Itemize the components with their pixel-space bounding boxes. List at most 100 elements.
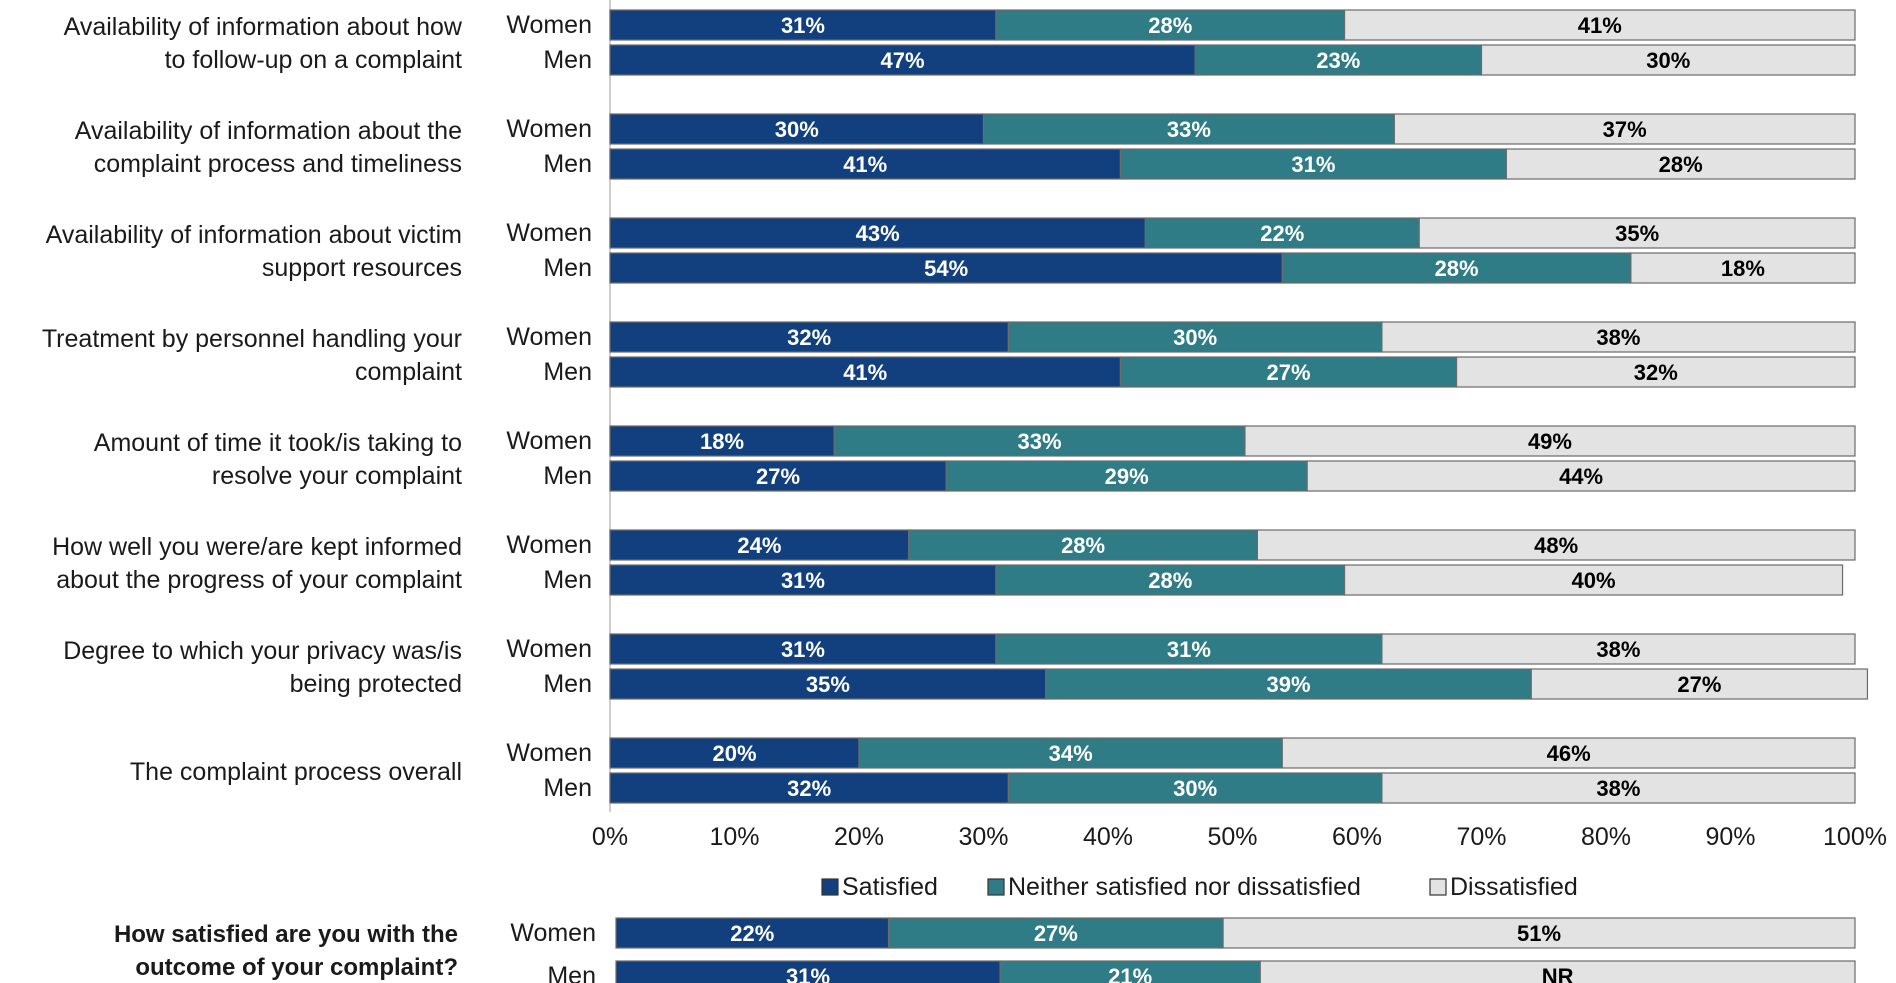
category-2-women-bar-value-label-2: 37% [1603,117,1647,142]
category-8-men-bar-value-label-2: 38% [1596,776,1640,801]
category-2-men-bar-segment-2 [1505,148,1856,180]
category-2-men-bar-value-label-1: 31% [1291,152,1335,177]
category-1-label-line-1: Availability of information about how [64,13,463,41]
category-2-women-bar-value-label-1: 33% [1167,117,1211,142]
category-7-men-bar-segment-2 [1530,668,1869,700]
category-6-women-bar-segment-2 [1256,529,1856,561]
category-7-men-bar-segment-0 [609,668,1047,700]
legend-label-2: Dissatisfied [1450,873,1578,901]
category-6-men-bar-segment-1 [995,564,1346,596]
category-3-men-bar-value-label-0: 54% [924,256,968,281]
category-3-women-bar-value-label-1: 22% [1260,221,1304,246]
category-7-women-bar-value-label-2: 38% [1596,637,1640,662]
category-2-women-label: Women [506,115,592,143]
outcome-question-line-2: outcome of your complaint? [135,954,458,981]
category-5-women-bar-value-label-1: 33% [1018,429,1062,454]
outcome-women-bar-value-label-1: 27% [1034,921,1078,946]
category-2-men-bar-value-label-0: 41% [843,152,887,177]
category-2-women-bar-value-label-0: 30% [775,117,819,142]
category-3-men-bar-segment-0 [609,252,1283,284]
x-tick-label-4: 40% [1083,823,1133,851]
category-6-women-bar-segment-1 [908,529,1258,561]
category-3-women-bar-segment-0 [609,217,1146,249]
category-3-women-label: Women [506,219,592,247]
category-8-men-bar-segment-2 [1381,772,1856,804]
category-4-men-bar-value-label-1: 27% [1267,360,1311,385]
legend-label-1: Neither satisfied nor dissatisfied [1008,873,1361,901]
category-5-women-bar-segment-2 [1244,425,1856,457]
outcome-women-bar-segment-0 [615,917,890,949]
category-1-men-label: Men [543,46,592,74]
x-tick-label-3: 30% [958,823,1008,851]
category-6-men-bar-value-label-0: 31% [781,568,825,593]
category-1-women-bar-value-label-2: 41% [1578,13,1622,38]
category-6-men-bar-value-label-2: 40% [1572,568,1616,593]
category-7-men-label: Men [543,670,592,698]
category-5-women-bar-segment-1 [833,425,1246,457]
x-tick-label-7: 70% [1456,823,1506,851]
category-3-women-bar-value-label-0: 43% [856,221,900,246]
category-1-label-line-2: to follow-up on a complaint [165,46,462,74]
x-tick-label-8: 80% [1581,823,1631,851]
category-3-label-line-1: Availability of information about victim [46,221,462,249]
category-5-label-line-2: resolve your complaint [212,462,462,490]
category-2-men-bar-segment-0 [609,148,1122,180]
category-8-women-bar-segment-2 [1281,737,1856,769]
category-7-women-bar-segment-0 [609,633,997,665]
category-4-women-label: Women [506,323,592,351]
category-8-men-bar-value-label-1: 30% [1173,776,1217,801]
legend-label-0: Satisfied [842,873,938,901]
x-tick-label-6: 60% [1332,823,1382,851]
category-5-women-label: Women [506,427,592,455]
category-1-women-label: Women [506,11,592,39]
category-2-men-bar-value-label-2: 28% [1659,152,1703,177]
category-7-men-bar-value-label-0: 35% [806,672,850,697]
legend-swatch-0 [821,878,839,896]
category-6-women-bar-segment-0 [609,529,910,561]
category-7-women-bar-value-label-1: 31% [1167,637,1211,662]
category-2-men-label: Men [543,150,592,178]
outcome-men-bar-segment-2 [1259,960,1856,983]
category-7-women-bar-segment-1 [995,633,1383,665]
outcome-women-bar-value-label-0: 22% [730,921,774,946]
outcome-men-bar-value-label-2: NR [1542,964,1574,983]
category-1-women-bar-value-label-1: 28% [1148,13,1192,38]
outcome-men-label: Men [547,962,596,983]
category-1-men-bar-value-label-0: 47% [881,48,925,73]
category-4-label-line-1: Treatment by personnel handling your [42,325,462,353]
category-7-women-label: Women [506,635,592,663]
outcome-women-bar-segment-2 [1222,917,1856,949]
category-7-women-bar-segment-2 [1381,633,1856,665]
category-6-label-line-1: How well you were/are kept informed [52,533,462,561]
outcome-men-bar-value-label-1: 21% [1108,964,1152,983]
category-3-women-bar-segment-2 [1418,217,1856,249]
category-2-label-line-1: Availability of information about the [75,117,462,145]
category-3-men-bar-value-label-2: 18% [1721,256,1765,281]
category-1-women-bar-value-label-0: 31% [781,13,825,38]
legend-swatch-2 [1429,878,1447,896]
category-6-label-line-2: about the progress of your complaint [56,566,462,594]
x-tick-label-9: 90% [1705,823,1755,851]
category-4-men-bar-segment-1 [1119,356,1458,388]
x-tick-label-10: 100% [1823,823,1887,851]
category-3-men-bar-segment-2 [1630,252,1856,284]
category-3-women-bar-segment-1 [1144,217,1420,249]
category-6-women-bar-value-label-1: 28% [1061,533,1105,558]
category-6-men-label: Men [543,566,592,594]
category-1-men-bar-value-label-1: 23% [1316,48,1360,73]
category-8-men-label: Men [543,774,592,802]
category-1-women-bar-segment-2 [1343,9,1856,41]
category-1-men-bar-value-label-2: 30% [1646,48,1690,73]
outcome-women-label: Women [510,919,596,947]
category-8-label-line-1: The complaint process overall [130,758,462,786]
x-tick-label-5: 50% [1207,823,1257,851]
category-5-label-line-1: Amount of time it took/is taking to [94,429,462,457]
category-7-men-bar-value-label-1: 39% [1267,672,1311,697]
category-4-men-bar-value-label-2: 32% [1634,360,1678,385]
category-5-men-bar-value-label-1: 29% [1105,464,1149,489]
category-5-men-bar-value-label-2: 44% [1559,464,1603,489]
category-7-women-bar-value-label-0: 31% [781,637,825,662]
category-8-women-label: Women [506,739,592,767]
category-4-women-bar-value-label-2: 38% [1596,325,1640,350]
category-4-women-bar-segment-1 [1007,321,1383,353]
